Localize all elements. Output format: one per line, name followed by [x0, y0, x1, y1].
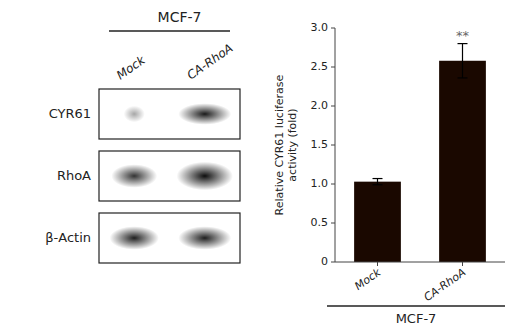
y-tick: [331, 184, 335, 185]
group-line: [327, 305, 505, 307]
y-tick-label: 2.5: [311, 60, 329, 73]
blot-band: [177, 162, 233, 191]
y-tick: [331, 28, 335, 29]
blot-box: [99, 213, 240, 263]
y-tick-label: 1.0: [311, 177, 329, 190]
blot-band: [178, 226, 231, 250]
blot-panel: MCF-7 Mock CA-RhoA CYR61 RhoA β-Actin: [45, 9, 240, 263]
error-line: [462, 44, 463, 78]
bars: [354, 44, 486, 262]
bar-panel: 0 0.5 1.0 1.5 2.0 2.5 3.0 Mock CA-RhoA Relative C…: [273, 21, 505, 326]
error-cap: [373, 178, 383, 179]
figure: 0 0.5 1.0 1.5 2.0 2.5 3.0 Mock CA-RhoA Relative C…: [0, 0, 522, 332]
lane-label: CA-RhoA: [184, 41, 235, 83]
x-tick-label: CA-RhoA: [421, 266, 468, 304]
y-tick-label: 1.5: [311, 138, 329, 151]
blot-header: MCF-7: [158, 9, 202, 25]
blot-box: [99, 151, 240, 201]
error-cap: [458, 77, 468, 78]
y-tick: [331, 262, 335, 263]
blot-band: [111, 164, 157, 188]
error-cap: [373, 184, 383, 185]
blot-row-label: RhoA: [57, 168, 91, 183]
error-cap: [458, 43, 468, 44]
x-tick: [377, 262, 378, 266]
y-tick: [331, 106, 335, 107]
y-tick: [331, 67, 335, 68]
y-tick: [331, 223, 335, 224]
blot-band: [178, 103, 231, 125]
y-tick-label: 0: [321, 255, 328, 268]
header-line: [109, 30, 230, 32]
significance-label: **: [456, 28, 470, 43]
blot-box: [99, 89, 240, 139]
bar: [354, 182, 401, 262]
x-tick: [462, 262, 463, 266]
error-bar: [458, 44, 468, 78]
blot-row-label: β-Actin: [45, 230, 91, 245]
blot-band: [110, 226, 159, 250]
error-bar: [373, 179, 383, 185]
error-line: [377, 179, 378, 185]
lane-label: Mock: [114, 52, 148, 82]
y-axis-label: Relative CYR61 luciferase: [273, 74, 286, 215]
x-axis-label: MCF-7: [396, 311, 437, 326]
x-axis-line: [335, 262, 505, 263]
blot-row-label: CYR61: [49, 106, 91, 121]
y-tick-label: 2.0: [311, 99, 329, 112]
y-axis-label: activity (fold): [286, 108, 299, 181]
blot-band: [124, 106, 145, 123]
y-tick: [331, 145, 335, 146]
y-tick-label: 0.5: [311, 216, 329, 229]
y-tick-label: 3.0: [311, 21, 329, 34]
bar: [439, 61, 486, 262]
x-tick-label: Mock: [352, 265, 383, 292]
